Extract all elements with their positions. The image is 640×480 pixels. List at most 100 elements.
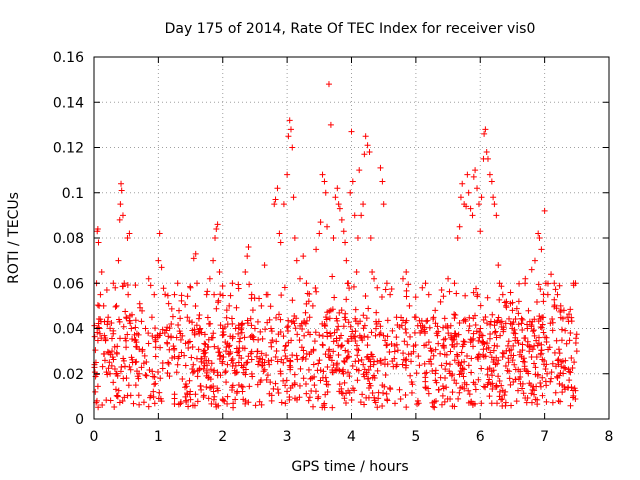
data-point [354,346,361,353]
data-point [425,339,432,346]
data-point [303,280,310,287]
data-point [338,307,345,314]
data-point [508,402,515,409]
data-point [192,250,199,257]
data-point [326,315,333,322]
y-tick-label: 0.12 [53,141,84,157]
data-point [409,381,416,388]
data-point [224,340,231,347]
data-point [423,342,430,349]
data-point [152,344,159,351]
data-point [342,400,349,407]
data-point [119,212,126,219]
data-point [539,374,546,381]
data-point [169,313,176,320]
data-point [334,317,341,324]
data-point [429,367,436,374]
data-point [336,335,343,342]
data-point [116,399,123,406]
data-point [338,342,345,349]
data-point [118,187,125,194]
data-point [353,268,360,275]
data-point [102,337,109,344]
data-point [92,347,99,354]
data-point [473,285,480,292]
data-point [519,316,526,323]
data-point [379,178,386,185]
data-point [466,314,473,321]
data-point [159,326,166,333]
y-tick-label: 0.14 [53,95,84,111]
data-point [207,366,214,373]
data-point [213,225,220,232]
data-point [99,363,106,370]
data-point [404,341,411,348]
data-point [412,342,419,349]
data-point [521,363,528,370]
data-point [357,399,364,406]
data-point [367,235,374,241]
data-point [371,394,378,401]
data-point [224,361,231,368]
data-point [407,372,414,379]
data-point [411,329,418,336]
data-point [445,275,452,282]
data-point [300,347,307,354]
data-point [493,212,500,219]
data-point [554,357,561,364]
data-point [498,283,505,290]
data-point [225,343,232,350]
data-point [151,381,158,388]
data-point [289,352,296,359]
data-point [327,332,334,339]
data-point [515,387,522,394]
data-point [522,394,529,401]
data-point [110,379,117,386]
data-point [400,275,406,282]
data-point [463,381,470,388]
data-point [453,380,460,387]
data-point [149,368,156,375]
data-point [165,300,172,307]
data-point [284,388,291,395]
data-point [416,362,423,369]
data-point [548,271,555,278]
data-point [210,388,217,395]
data-point [284,171,291,178]
data-point [422,384,429,391]
data-point [563,340,570,347]
data-point [505,359,512,366]
data-point [171,291,178,298]
data-point [220,397,227,404]
data-point [363,369,370,376]
data-point [215,349,222,356]
data-point [513,398,520,405]
data-point [467,339,474,346]
data-point [509,325,516,332]
data-point [465,362,472,369]
data-point [562,357,569,364]
data-point [482,313,489,320]
data-point [523,399,530,406]
data-point [283,377,290,384]
data-point [349,178,356,185]
data-point [431,398,438,405]
data-point [238,355,245,362]
data-point [310,347,317,354]
data-point [528,323,535,330]
data-point [440,324,447,331]
data-point [330,235,337,241]
data-point [559,389,566,396]
data-point [168,305,175,312]
data-point [252,402,259,409]
chart-title: Day 175 of 2014, Rate Of TEC Index for r… [165,21,536,37]
data-point [132,382,139,389]
data-point [235,330,242,337]
data-point [156,230,163,237]
data-point [475,337,482,344]
data-point [410,348,417,355]
data-point [96,330,103,337]
data-point [387,386,394,393]
data-point [276,230,283,237]
data-point [245,399,252,406]
